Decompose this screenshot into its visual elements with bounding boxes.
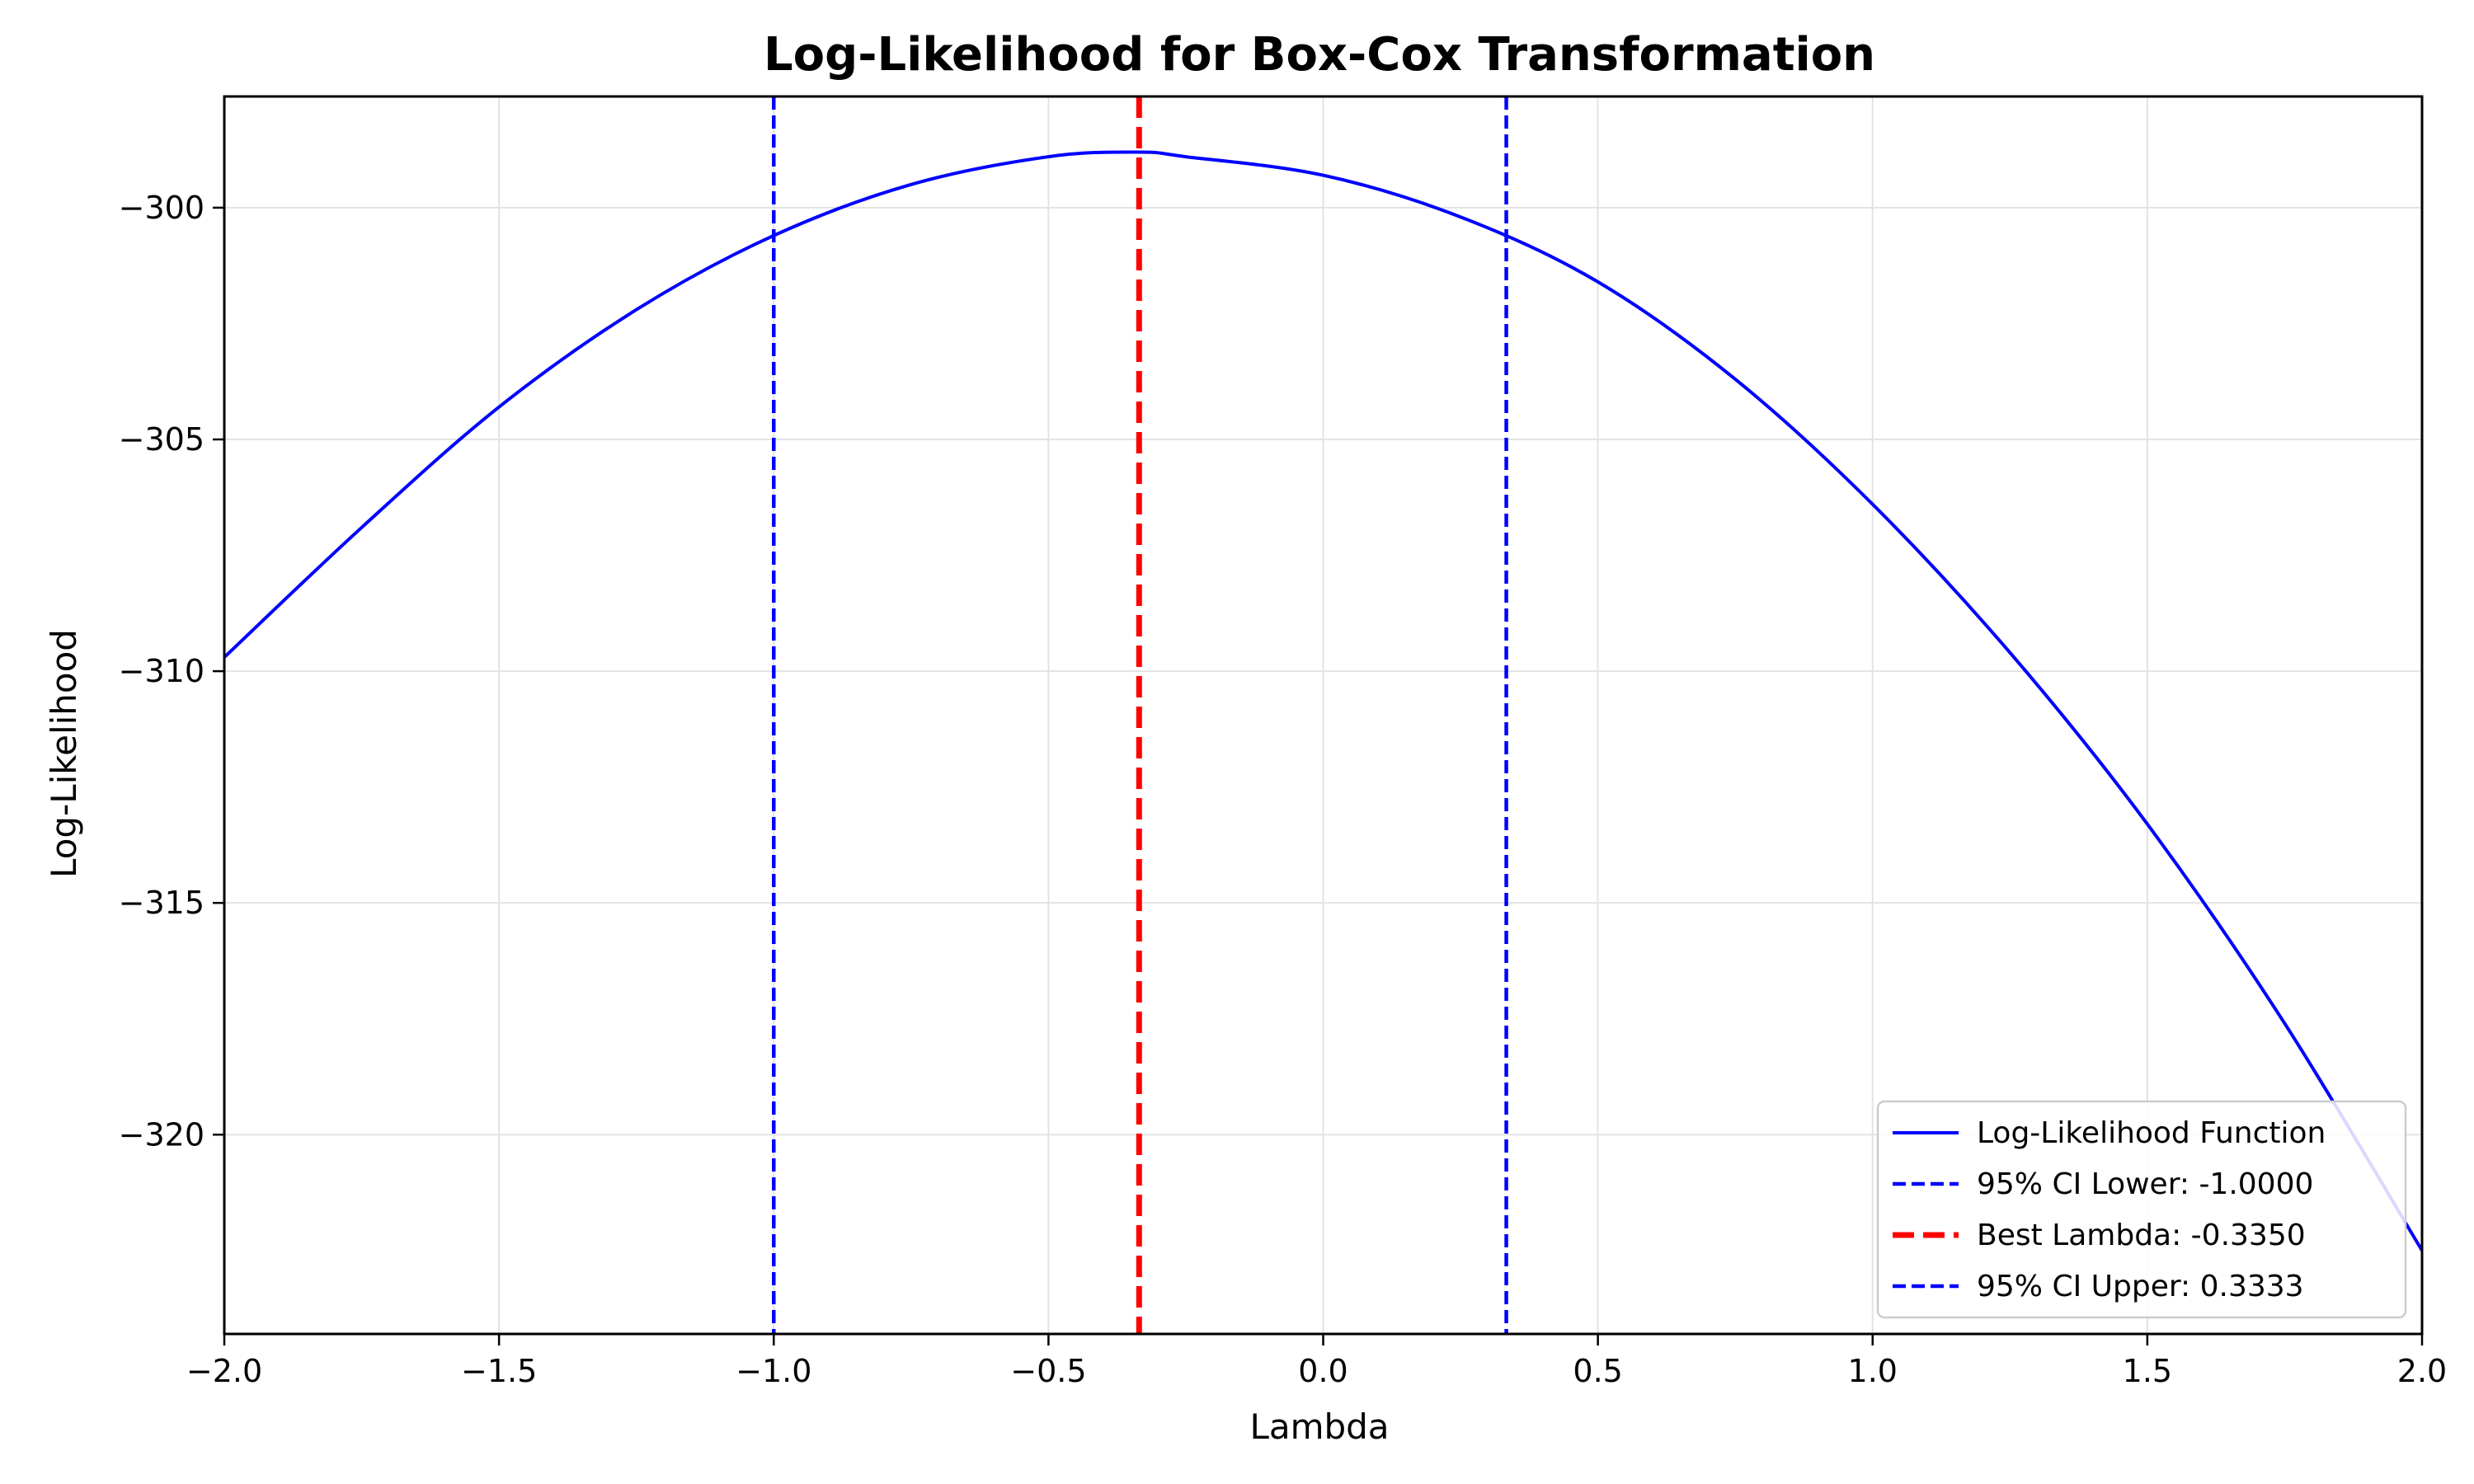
x-tick-label: −0.5 [1010,1353,1086,1389]
log-likelihood-curve [224,150,2422,1252]
legend-label: Log-Likelihood Function [1977,1116,2326,1150]
y-tick-label: −300 [119,190,205,226]
y-tick-label: −310 [119,653,205,689]
legend-label: Best Lambda: -0.3350 [1977,1219,2306,1252]
axis-ticks: −2.0 −1.5 −1.0 −0.5 0.0 0.5 1.0 1.5 2.0 −300 −305 −… [119,190,2448,1389]
legend: Log-Likelihood Function 95% CI Lower: -1.… [1876,1100,2407,1319]
legend-label: 95% CI Lower: -1.0000 [1977,1167,2313,1201]
chart-title: Log-Likelihood for Box-Cox Transformatio… [764,28,1875,82]
legend-box [1876,1100,2407,1319]
x-tick-label: −2.0 [186,1353,262,1389]
y-tick-label: −320 [119,1116,205,1153]
y-tick-label: −315 [119,885,205,921]
y-axis-label: Log-Likelihood [44,629,84,878]
x-tick-label: 1.5 [2123,1353,2172,1389]
x-axis-label: Lambda [1249,1407,1389,1447]
x-tick-label: −1.5 [461,1353,537,1389]
x-tick-label: 0.0 [1298,1353,1348,1389]
x-tick-label: 0.5 [1573,1353,1622,1389]
x-tick-label: −1.0 [736,1353,811,1389]
x-tick-label: 2.0 [2397,1353,2447,1389]
plot-series [224,96,2422,1334]
x-tick-label: 1.0 [1848,1353,1898,1389]
legend-label: 95% CI Upper: 0.3333 [1977,1270,2304,1303]
y-tick-label: −305 [119,421,205,458]
